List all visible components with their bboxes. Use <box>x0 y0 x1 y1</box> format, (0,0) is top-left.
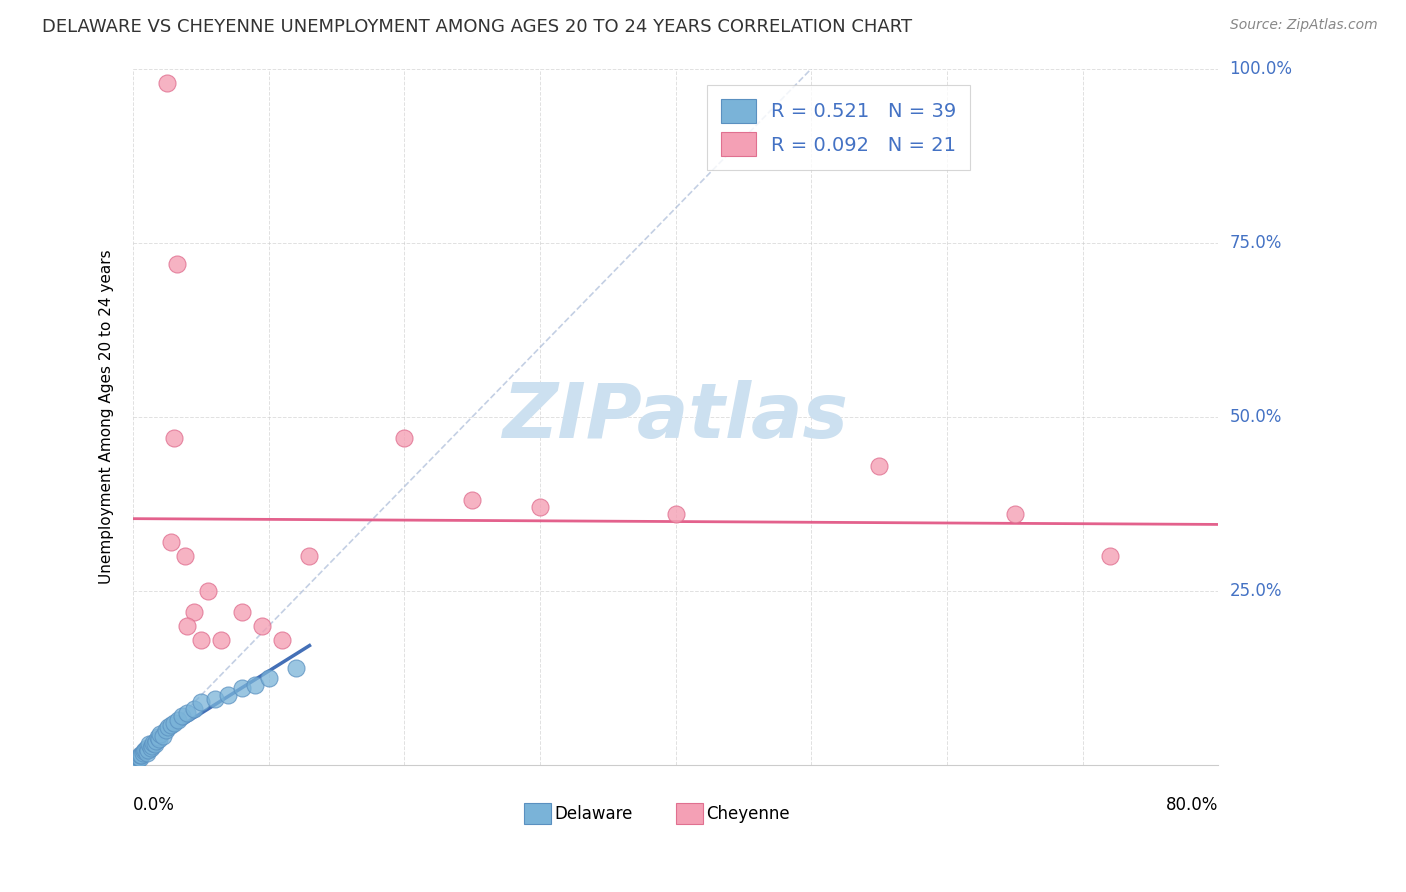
Point <box>176 706 198 720</box>
Point <box>149 727 172 741</box>
Point <box>257 671 280 685</box>
Point <box>298 549 321 563</box>
Point <box>217 689 239 703</box>
Point <box>131 746 153 760</box>
Point <box>128 747 150 762</box>
Point <box>128 751 150 765</box>
Point <box>209 632 232 647</box>
Point <box>190 695 212 709</box>
Point <box>529 500 551 515</box>
Point <box>136 743 159 757</box>
Point <box>250 619 273 633</box>
Point <box>166 257 188 271</box>
Point <box>160 535 183 549</box>
Point <box>665 508 688 522</box>
Point <box>1098 549 1121 563</box>
Point <box>134 743 156 757</box>
Point <box>160 717 183 731</box>
Point <box>176 619 198 633</box>
Text: ZIPatlas: ZIPatlas <box>503 380 849 454</box>
Point <box>197 584 219 599</box>
Point <box>173 549 195 563</box>
Bar <box>676 804 703 824</box>
Text: DELAWARE VS CHEYENNE UNEMPLOYMENT AMONG AGES 20 TO 24 YEARS CORRELATION CHART: DELAWARE VS CHEYENNE UNEMPLOYMENT AMONG … <box>42 18 912 36</box>
Point <box>129 747 152 762</box>
Point <box>163 716 186 731</box>
Text: 100.0%: 100.0% <box>1230 60 1292 78</box>
Point <box>127 752 149 766</box>
Point <box>394 431 416 445</box>
Point <box>145 733 167 747</box>
Point <box>156 76 179 90</box>
Text: 0.0%: 0.0% <box>134 796 174 814</box>
Text: Cheyenne: Cheyenne <box>706 805 790 822</box>
Text: Delaware: Delaware <box>554 805 633 822</box>
Text: Source: ZipAtlas.com: Source: ZipAtlas.com <box>1230 18 1378 32</box>
Point <box>183 605 205 619</box>
Point <box>183 702 205 716</box>
Point <box>245 678 267 692</box>
Point <box>231 605 253 619</box>
Point <box>128 751 150 765</box>
Point <box>167 713 190 727</box>
Point <box>170 709 193 723</box>
Point <box>868 458 890 473</box>
Point <box>124 755 146 769</box>
Text: 75.0%: 75.0% <box>1230 234 1282 252</box>
Bar <box>524 804 551 824</box>
Point <box>125 753 148 767</box>
Point <box>141 739 163 753</box>
Text: 25.0%: 25.0% <box>1230 582 1282 600</box>
Text: 50.0%: 50.0% <box>1230 408 1282 425</box>
Point <box>128 749 150 764</box>
Point <box>142 736 165 750</box>
Point <box>139 740 162 755</box>
Point <box>135 746 157 760</box>
Text: 80.0%: 80.0% <box>1166 796 1219 814</box>
Point <box>155 723 177 738</box>
Point <box>461 493 484 508</box>
Point <box>148 731 170 746</box>
Y-axis label: Unemployment Among Ages 20 to 24 years: Unemployment Among Ages 20 to 24 years <box>100 250 114 584</box>
Point <box>157 720 180 734</box>
Point <box>146 731 169 745</box>
Point <box>284 660 307 674</box>
Point <box>152 729 174 743</box>
Point <box>138 737 160 751</box>
Point <box>1004 508 1026 522</box>
Legend: R = 0.521   N = 39, R = 0.092   N = 21: R = 0.521 N = 39, R = 0.092 N = 21 <box>707 86 970 169</box>
Point <box>135 740 157 755</box>
Point <box>204 692 226 706</box>
Point <box>143 737 166 751</box>
Point <box>231 681 253 696</box>
Point <box>132 744 155 758</box>
Point <box>271 632 294 647</box>
Point <box>190 632 212 647</box>
Point <box>163 431 186 445</box>
